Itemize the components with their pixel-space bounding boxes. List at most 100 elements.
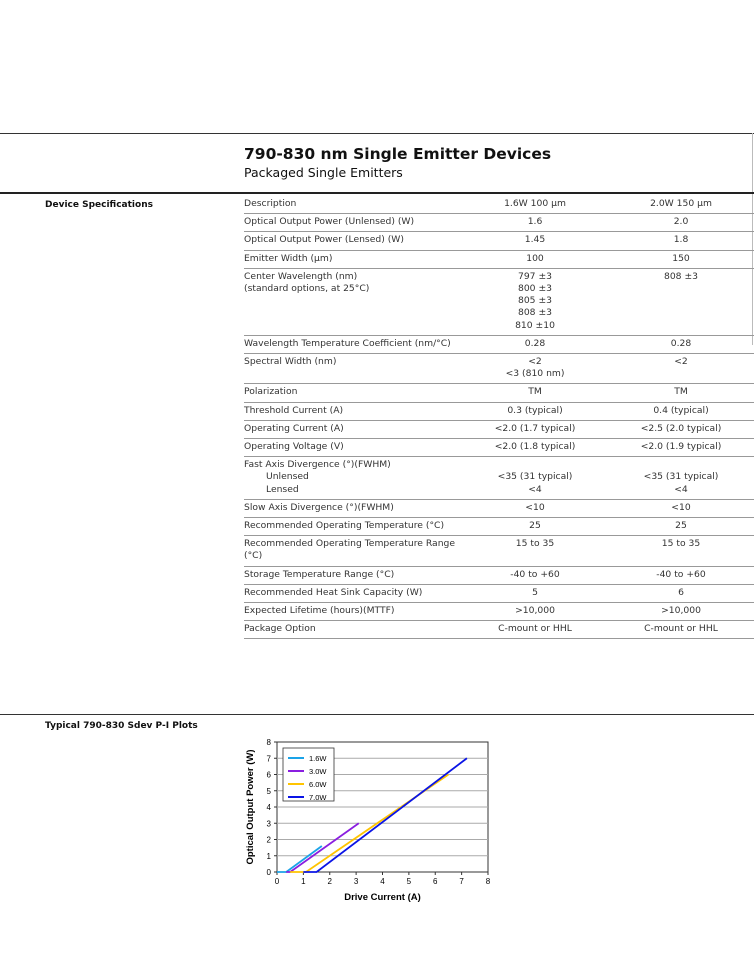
cell-line bbox=[608, 459, 754, 471]
spec-label: Description bbox=[244, 196, 462, 215]
spec-row: Description 1.6W 100 µm 2.0W 150 µm bbox=[244, 196, 754, 215]
x-tick-label: 1 bbox=[301, 877, 306, 886]
cell-line: 0.28 bbox=[670, 337, 692, 349]
spec-row: Package Option C-mount or HHL C-mount or H… bbox=[244, 620, 754, 640]
cell-line: 1.45 bbox=[524, 234, 546, 246]
cell-line: 2.0 bbox=[673, 216, 689, 228]
spec-value: <10 bbox=[462, 499, 608, 519]
cell-line: 810 ±10 bbox=[515, 319, 555, 331]
x-tick-label: 8 bbox=[486, 877, 491, 886]
spec-value: >10,000 bbox=[462, 602, 608, 622]
cell-line: <2.5 (2.0 typical) bbox=[640, 422, 722, 434]
cell-line: TM bbox=[674, 386, 688, 398]
spec-label: Operating Voltage (V) bbox=[244, 438, 462, 458]
cell-line: 797 ±3 bbox=[517, 270, 552, 282]
y-tick-label: 3 bbox=[267, 819, 272, 828]
cell-line: 6 bbox=[678, 586, 684, 598]
spec-value: -40 to +60 bbox=[462, 566, 608, 585]
spec-row: Storage Temperature Range (°C) -40 to +60… bbox=[244, 566, 754, 585]
spec-value: 100 bbox=[462, 250, 608, 269]
legend-label: 6.0W bbox=[309, 780, 327, 789]
spec-label: Spectral Width (nm) bbox=[244, 353, 462, 385]
section-label-specs: Device Specifications bbox=[45, 200, 153, 210]
spec-label: Emitter Width (µm) bbox=[244, 250, 462, 269]
y-axis-label: Optical Output Power (W) bbox=[245, 749, 256, 864]
spec-value: 15 to 35 bbox=[608, 535, 754, 567]
spec-value: 0.28 bbox=[608, 335, 754, 355]
cell-line: <10 bbox=[525, 501, 545, 513]
y-tick-label: 7 bbox=[267, 754, 272, 763]
spec-value: C-mount or HHL bbox=[462, 620, 608, 640]
spec-label: Recommended Operating Temperature Range … bbox=[244, 535, 462, 567]
spec-value: 25 bbox=[608, 517, 754, 537]
cell-line: <4 bbox=[528, 483, 542, 495]
cell-line: 0.3 (typical) bbox=[507, 404, 563, 416]
spec-value: <2.5 (2.0 typical) bbox=[608, 420, 754, 440]
cell-line: Polarization bbox=[244, 386, 298, 398]
spec-value: <35 (31 typical) <4 bbox=[608, 456, 754, 500]
spec-value: TM bbox=[608, 383, 754, 403]
cell-line bbox=[462, 459, 608, 471]
cell-line: 150 bbox=[672, 252, 690, 264]
x-tick-label: 7 bbox=[459, 877, 464, 886]
spec-label: Threshold Current (A) bbox=[244, 402, 462, 421]
cell-line: 808 ±3 bbox=[517, 307, 552, 319]
y-tick-label: 1 bbox=[267, 852, 272, 861]
spec-value: 6 bbox=[608, 584, 754, 604]
page-title: 790-830 nm Single Emitter Devices bbox=[244, 145, 552, 163]
y-tick-label: 0 bbox=[267, 868, 272, 877]
header-rule bbox=[0, 192, 754, 194]
cell-line: >10,000 bbox=[661, 605, 701, 617]
y-tick-label: 2 bbox=[267, 836, 272, 845]
spec-row: Operating Current (A) <2.0 (1.7 typical) <… bbox=[244, 420, 754, 440]
legend-label: 1.6W bbox=[309, 754, 327, 763]
top-rule bbox=[0, 133, 754, 134]
cell-line: <2.0 (1.8 typical) bbox=[494, 441, 576, 453]
cell-line: -40 to +60 bbox=[656, 568, 706, 580]
spec-row: Optical Output Power (Lensed) (W) 1.45 1.8 bbox=[244, 231, 754, 251]
cell-line: <2.0 (1.7 typical) bbox=[494, 422, 576, 434]
cell-line: >10,000 bbox=[515, 605, 555, 617]
x-tick-label: 0 bbox=[275, 877, 280, 886]
cell-line: <2 bbox=[674, 356, 688, 368]
cell-line: <10 bbox=[671, 501, 691, 513]
cell-line: 15 to 35 bbox=[515, 538, 555, 550]
spec-value: 1.45 bbox=[462, 231, 608, 251]
cell-line: <2.0 (1.9 typical) bbox=[640, 441, 722, 453]
cell-line: TM bbox=[528, 386, 542, 398]
cell-line: 1.6W 100 µm bbox=[504, 198, 566, 209]
y-tick-label: 4 bbox=[267, 803, 272, 812]
cell-line: 25 bbox=[675, 520, 687, 532]
cell-line: Operating Current (A) bbox=[244, 422, 344, 434]
spec-row: Operating Voltage (V) <2.0 (1.8 typical) <… bbox=[244, 438, 754, 458]
spec-row: Emitter Width (µm) 100 150 bbox=[244, 250, 754, 269]
spec-label: Operating Current (A) bbox=[244, 420, 462, 440]
cell-line: Recommended Heat Sink Capacity (W) bbox=[244, 586, 423, 598]
spec-value: 1.8 bbox=[608, 231, 754, 251]
spec-value: C-mount or HHL bbox=[608, 620, 754, 640]
cell-line: Recommended Operating Temperature (°C) bbox=[244, 520, 445, 532]
spec-value: 2.0 bbox=[608, 213, 754, 233]
cell-line: Spectral Width (nm) bbox=[244, 356, 337, 368]
legend-box bbox=[282, 747, 335, 802]
spec-value: 0.3 (typical) bbox=[462, 402, 608, 421]
cell-line: 0.4 (typical) bbox=[653, 404, 709, 416]
spec-value: 150 bbox=[608, 250, 754, 269]
series-line-7.0W bbox=[303, 757, 468, 873]
spec-value: 5 bbox=[462, 584, 608, 604]
spec-value: <2 <3 (810 nm) bbox=[462, 353, 608, 385]
cell-line: <3 (810 nm) bbox=[505, 368, 565, 380]
cell-line: 805 ±3 bbox=[517, 295, 552, 307]
cell-line: <35 (31 typical) bbox=[643, 471, 719, 483]
spec-row: Spectral Width (nm) <2 <3 (810 nm) <2 bbox=[244, 353, 754, 385]
cell-line: 15 to 35 bbox=[661, 538, 701, 550]
cell-line: Fast Axis Divergence (°)(FWHM) bbox=[244, 459, 391, 471]
y-tick-label: 6 bbox=[267, 771, 272, 780]
cell-line: 0.28 bbox=[524, 337, 546, 349]
spec-label: Optical Output Power (Lensed) (W) bbox=[244, 231, 462, 251]
spec-label: Polarization bbox=[244, 383, 462, 403]
cell-line: Lensed bbox=[266, 483, 299, 495]
spec-row: Recommended Heat Sink Capacity (W) 5 6 bbox=[244, 584, 754, 604]
cell-line: Threshold Current (A) bbox=[244, 404, 344, 416]
cell-line: C-mount or HHL bbox=[498, 623, 572, 635]
